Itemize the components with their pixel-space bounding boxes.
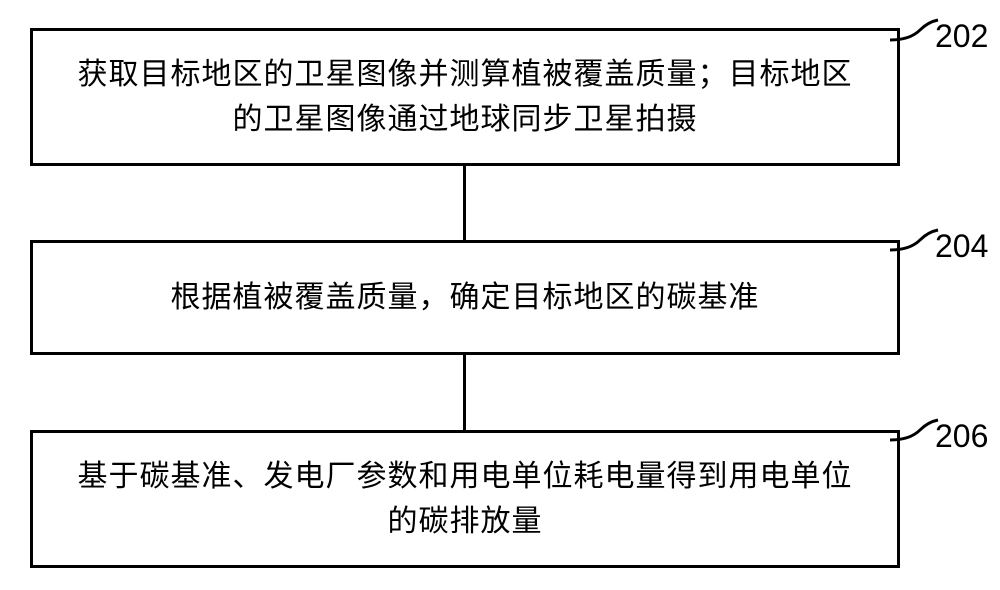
process-box-step1: 获取目标地区的卫星图像并测算植被覆盖质量；目标地区的卫星图像通过地球同步卫星拍摄 [30, 28, 900, 166]
step-label-3: 206 [935, 418, 988, 455]
process-text-step2: 根据植被覆盖质量，确定目标地区的碳基准 [171, 275, 760, 320]
connector-2-3 [463, 355, 466, 430]
step-label-1: 202 [935, 18, 988, 55]
process-text-step3: 基于碳基准、发电厂参数和用电单位耗电量得到用电单位的碳排放量 [63, 454, 867, 544]
callout-curve-step3 [890, 418, 940, 453]
step-label-2: 204 [935, 228, 988, 265]
process-text-step1: 获取目标地区的卫星图像并测算植被覆盖质量；目标地区的卫星图像通过地球同步卫星拍摄 [63, 52, 867, 142]
callout-curve-step1 [890, 18, 940, 53]
process-box-step3: 基于碳基准、发电厂参数和用电单位耗电量得到用电单位的碳排放量 [30, 430, 900, 568]
callout-curve-step2 [890, 228, 940, 263]
flowchart-container: 获取目标地区的卫星图像并测算植被覆盖质量；目标地区的卫星图像通过地球同步卫星拍摄… [30, 10, 970, 580]
connector-1-2 [463, 166, 466, 240]
process-box-step2: 根据植被覆盖质量，确定目标地区的碳基准 [30, 240, 900, 355]
